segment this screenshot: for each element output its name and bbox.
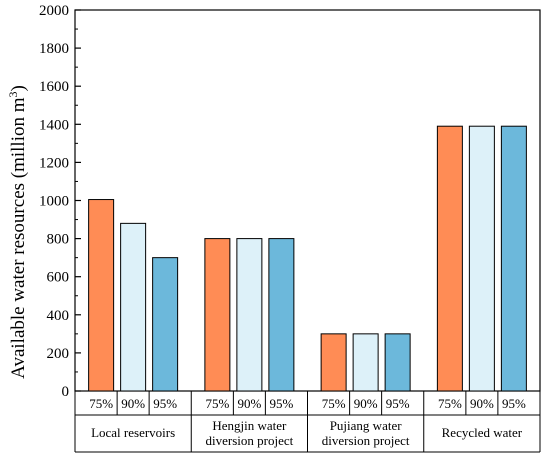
bar: [236, 238, 263, 392]
bars: [88, 125, 527, 392]
series-label: 75%: [89, 396, 113, 411]
x-category-table: 75% 90% 95% 75% 90% 95% 75% 90% 95% 75% 90% 95% Loca…: [74, 391, 541, 453]
series-label: 95%: [502, 396, 526, 411]
bar: [384, 333, 411, 392]
series-label: 75%: [205, 396, 229, 411]
y-axis-label: Available water resources (million m3): [6, 85, 29, 379]
bar: [120, 222, 147, 392]
bar: [352, 333, 379, 392]
series-label: 75%: [438, 396, 462, 411]
category-label: Local reservoirs: [91, 425, 175, 440]
category-label: diversion project: [322, 433, 410, 448]
y-tick-label: 2000: [39, 3, 69, 19]
series-label: 90%: [354, 396, 378, 411]
series-label: 90%: [470, 396, 494, 411]
series-label: 90%: [121, 396, 145, 411]
y-tick-label: 0: [62, 384, 70, 400]
bar: [152, 257, 179, 392]
bar: [204, 238, 231, 392]
y-tick-label: 1400: [39, 117, 69, 133]
y-tick-label: 800: [47, 232, 70, 248]
category-label: diversion project: [206, 433, 294, 448]
bar: [268, 238, 295, 392]
series-label: 75%: [322, 396, 346, 411]
bar: [320, 333, 347, 392]
series-label: 90%: [237, 396, 261, 411]
series-label: 95%: [269, 396, 293, 411]
y-tick-label: 200: [47, 346, 70, 362]
y-tick-label: 1200: [39, 155, 69, 171]
bar: [88, 199, 115, 392]
category-label: Pujiang water: [330, 418, 403, 433]
category-label: Hengjin water: [212, 418, 287, 433]
y-tick-label: 600: [47, 270, 70, 286]
series-label: 95%: [153, 396, 177, 411]
category-label: Recycled water: [442, 425, 523, 440]
bar: [500, 125, 527, 392]
series-label: 95%: [386, 396, 410, 411]
bar: [468, 125, 495, 392]
bar: [436, 125, 463, 392]
y-tick-label: 400: [47, 308, 70, 324]
y-tick-label: 1000: [39, 194, 69, 210]
y-tick-label: 1800: [39, 41, 69, 57]
y-tick-label: 1600: [39, 79, 69, 95]
